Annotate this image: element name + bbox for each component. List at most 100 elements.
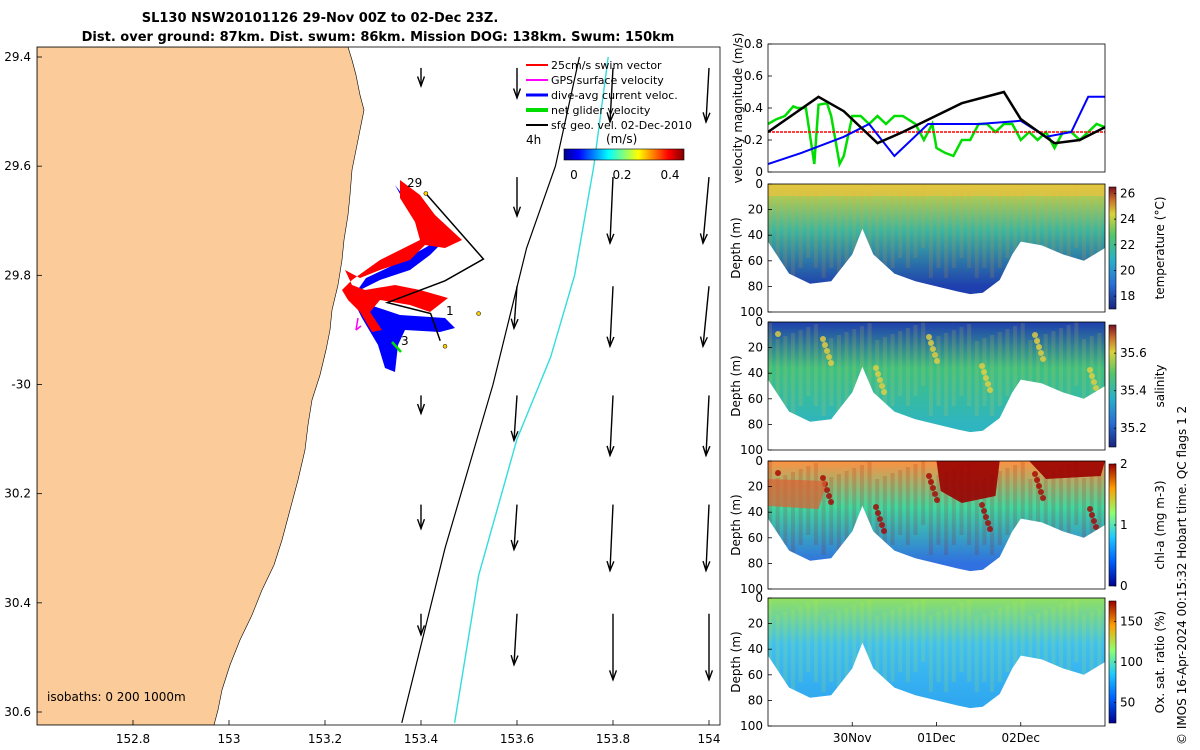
temperature-field	[768, 184, 1105, 295]
isobaths-label: isobaths: 0 200 1000m	[47, 690, 186, 704]
salinity-field	[768, 322, 1105, 433]
temperature-cb-tick-label: 20	[1120, 263, 1135, 277]
geo-vector	[606, 177, 615, 246]
map-colorbar-title: (m/s)	[606, 132, 637, 146]
velocity-series	[768, 90, 1105, 168]
track-label-start: 29	[407, 176, 422, 190]
chlorophyll-field	[768, 461, 1105, 572]
temperature-frame	[767, 183, 1106, 313]
temperature-ytick-label: 60	[748, 254, 763, 268]
svg-text:25cm/s swim vector: 25cm/s swim vector	[551, 59, 662, 72]
chlorophyll-cb-label: chl-a (mg m-3)	[1153, 480, 1167, 569]
legend-item-gps: GPS surface velocity	[526, 74, 664, 87]
temperature-ytick-label: 20	[748, 203, 763, 217]
temperature-ytick-label: 100	[740, 305, 763, 319]
oxygen-cb-label: Ox. sat. ratio (%)	[1153, 611, 1167, 713]
velocity-ytick-label: 0.2	[744, 133, 763, 147]
legend-item-swim: 25cm/s swim vector	[526, 59, 662, 72]
salinity-cb-tick-label: 35.6	[1120, 346, 1147, 360]
salinity-ytick-label: 0	[755, 315, 763, 329]
geo-vector	[704, 613, 714, 682]
svg-text:dive-avg current veloc.: dive-avg current veloc.	[551, 89, 678, 102]
map-colorbar	[563, 148, 685, 161]
geo-vector	[416, 395, 426, 416]
map-ytick-label: 29.6	[4, 159, 31, 173]
legend-item-net-glider: net glider velocity	[526, 104, 651, 117]
oxygen-ytick-label: 100	[740, 719, 763, 733]
glider-track	[342, 180, 485, 372]
day-marker	[442, 344, 448, 349]
map-xtick-label: 152.8	[116, 732, 150, 746]
isobath-200m	[401, 56, 580, 724]
geo-vector	[606, 286, 615, 349]
geo-vector	[416, 67, 426, 88]
section-xtick-label: 02Dec	[1002, 731, 1041, 745]
chlorophyll-ytick-label: 80	[748, 556, 763, 570]
velocity-y-ticks: 0 0.2 0.4 0.6 0.8	[744, 37, 772, 179]
temperature-cb-label: temperature (°C)	[1153, 197, 1167, 300]
oxygen-ytick-label: 0	[755, 591, 763, 605]
map-xtick-label: 153.2	[308, 732, 342, 746]
temperature-ytick-label: 40	[748, 228, 763, 242]
map-ytick-label: 29.8	[4, 268, 31, 282]
map-xtick-label: 153.6	[500, 732, 534, 746]
footer-credit: © IMOS 16-Apr-2024 00:15:32 Hobart time.…	[1175, 406, 1189, 745]
map-y-ticks: 29.4 29.6 29.8 -30 30.2 30.4 30.6	[4, 50, 42, 719]
chlorophyll-ytick-label: 100	[740, 582, 763, 596]
title-line-2: Dist. over ground: 87km. Dist. swum: 86k…	[82, 30, 675, 45]
map-legend: 25cm/s swim vector GPS surface velocity …	[526, 59, 692, 182]
chlorophyll-ytick-label: 20	[748, 480, 763, 494]
geo-vector	[608, 613, 618, 682]
day-marker	[423, 191, 429, 196]
temperature-colorbar	[1108, 186, 1117, 310]
salinity-cb-tick-label: 35.4	[1120, 384, 1147, 398]
temperature-ytick-label: 0	[755, 177, 763, 191]
legend-item-sfc-geo: sfc geo. vel. 02-Dec-2010	[526, 119, 692, 132]
geo-vector	[702, 67, 711, 124]
isobath-1000m	[453, 56, 609, 724]
chlorophyll-cb-tick-label: 1	[1120, 518, 1128, 532]
oxygen-cb-tick-label: 150	[1120, 614, 1143, 628]
velocity-series-dive-avg-current-veloc-	[768, 95, 1105, 165]
geo-vector	[510, 395, 519, 443]
oxygen-ytick-label: 60	[748, 668, 763, 682]
velocity-panel: 0 0.2 0.4 0.6 0.8 velocity magnitude (m/s)	[731, 33, 1106, 183]
geo-vector	[510, 286, 519, 331]
velocity-bg	[768, 44, 1105, 172]
map-ytick-label: 29.4	[4, 50, 31, 64]
chlorophyll-cb-tick-label: 2	[1120, 457, 1128, 471]
isobath-lines	[401, 56, 609, 724]
oxygen-ytick-label: 40	[748, 642, 763, 656]
velocity-ytick-label: 0	[755, 165, 763, 179]
section-xtick-label: 30Nov	[833, 731, 872, 745]
geo-vector	[699, 286, 710, 349]
geo-vector	[702, 395, 711, 458]
map-cb-tick-label: 0	[570, 168, 578, 182]
geo-vector	[699, 177, 710, 246]
land	[37, 47, 365, 725]
chlorophyll-cb-tick-label: 0	[1120, 579, 1128, 593]
chlorophyll-ytick-label: 60	[748, 531, 763, 545]
track-line	[384, 193, 485, 342]
geo-vector	[416, 504, 426, 531]
map-panel: 29 1 3 29.4 29.6 29.8 -30 30.2 30.4 30.6 152.8…	[4, 46, 721, 746]
map-xtick-label: 154	[698, 732, 721, 746]
geo-vector	[510, 504, 519, 552]
svg-text:sfc geo. vel. 02-Dec-2010: sfc geo. vel. 02-Dec-2010	[551, 119, 692, 132]
salinity-frame	[767, 321, 1106, 451]
section-oxygen: 0 20 40 60 80 100 Depth (m) 50 100 150 Ox. sat. ra…	[729, 591, 1167, 745]
map-ytick-label: 30.2	[4, 487, 31, 501]
map-colorbar-ticks: 0 0.2 0.4	[570, 168, 679, 182]
temperature-cb-tick-label: 18	[1120, 289, 1135, 303]
geo-vector	[416, 613, 426, 637]
salinity-ylabel: Depth (m)	[729, 355, 743, 416]
map-ytick-label: -30	[11, 378, 31, 392]
geo-vector	[512, 67, 522, 100]
velocity-ytick-label: 0.6	[744, 69, 763, 83]
salinity-colorbar	[1108, 324, 1117, 448]
temperature-cb-tick-label: 22	[1120, 238, 1135, 252]
gps-surface-velocity	[355, 317, 362, 331]
section-temperature: 0 20 40 60 80 100 Depth (m) 18 20 22 24 26 temperatu…	[729, 177, 1167, 319]
geo-vector	[512, 177, 522, 219]
